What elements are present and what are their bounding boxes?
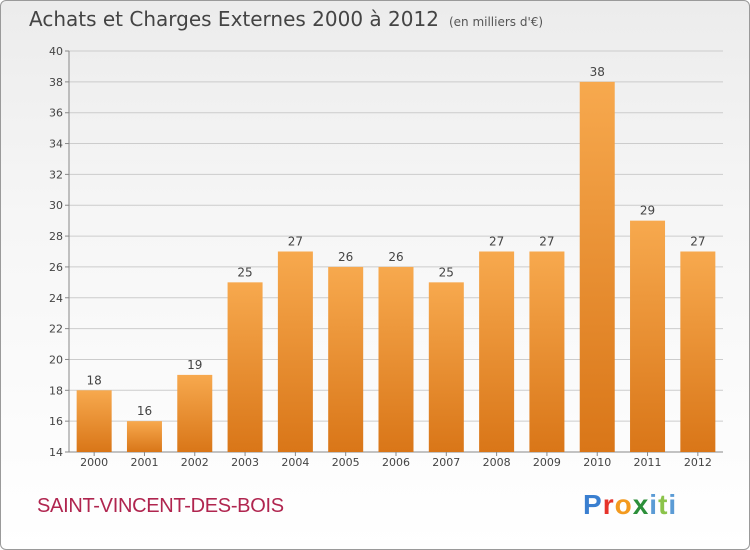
bar [76,390,112,452]
bar [277,251,313,452]
logo-letter: P [583,489,603,520]
bar-value-label: 25 [439,265,454,279]
logo-letter: r [602,489,615,520]
x-tick-label: 2005 [332,456,360,469]
y-tick-label: 14 [49,446,63,459]
x-tick-label: 2010 [583,456,611,469]
bar [126,421,162,452]
bar [177,374,213,452]
y-tick-label: 32 [49,168,63,181]
y-tick-label: 18 [49,384,63,397]
bar [428,282,464,452]
data-labels: 18 16 19 25 27 26 26 25 27 27 38 29 27 [87,65,706,418]
logo-letter: o [614,489,633,520]
y-tick-label: 22 [49,323,63,336]
bar [579,81,615,452]
x-tick-label: 2000 [80,456,108,469]
bar [227,282,263,452]
y-tick-label: 24 [49,292,63,305]
x-tick-label: 2012 [684,456,712,469]
bar-value-label: 19 [187,358,202,372]
bar-value-label: 27 [489,235,504,249]
x-tick-label: 2011 [634,456,662,469]
bar-value-label: 27 [539,235,554,249]
bar-value-label: 38 [590,65,605,79]
commune-name: SAINT-VINCENT-DES-BOIS [37,495,284,517]
y-tick-label: 28 [49,230,63,243]
axes: 14 16 18 20 22 24 26 28 30 32 34 36 38 40 2000 2001 2002… [49,45,723,469]
bar-value-label: 26 [388,250,403,264]
bar [378,266,414,452]
x-tick-label: 2004 [281,456,309,469]
y-tick-label: 36 [49,107,63,120]
y-tick-label: 30 [49,199,63,212]
x-tick-label: 2007 [432,456,460,469]
y-tick-label: 34 [49,138,63,151]
bar-value-label: 25 [237,265,252,279]
bar [479,251,515,452]
bar-value-label: 18 [87,373,102,387]
x-tick-label: 2008 [483,456,511,469]
y-tick-label: 26 [49,261,63,274]
bar-value-label: 27 [288,235,303,249]
x-tick-label: 2001 [130,456,158,469]
bar-value-label: 26 [338,250,353,264]
y-tick-label: 16 [49,415,63,428]
bar [529,251,565,452]
bar [630,220,666,452]
x-tick-label: 2002 [181,456,209,469]
logo-letter: t [658,489,669,520]
x-tick-label: 2009 [533,456,561,469]
bars [76,81,716,452]
x-tick-label: 2006 [382,456,410,469]
chart-unit: (en milliers d'€) [448,15,544,29]
logo-letter: i [649,489,659,520]
y-tick-label: 40 [49,45,63,58]
x-tick-label: 2003 [231,456,259,469]
logo-letter: i [668,489,678,520]
bar-value-label: 29 [640,204,655,218]
bar-value-label: 27 [690,235,705,249]
y-tick-label: 38 [49,76,63,89]
logo-letter: x [632,489,650,520]
chart-title-text: Achats et Charges Externes 2000 à 2012 [29,7,439,31]
bar [328,266,364,452]
bar-value-label: 16 [137,404,152,418]
proxiti-logo[interactable]: Proxiti [583,489,677,521]
chart-title: Achats et Charges Externes 2000 à 2012 (e… [29,7,543,31]
bar [680,251,716,452]
y-tick-label: 20 [49,353,63,366]
